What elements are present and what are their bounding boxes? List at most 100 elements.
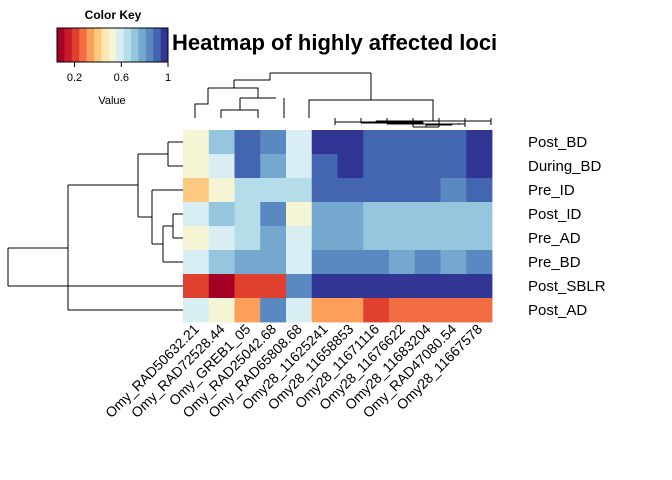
- heatmap-cell: [337, 250, 364, 275]
- heatmap-cell: [363, 226, 390, 251]
- heatmap-cell: [440, 178, 467, 203]
- color-key-ticks: 0.2 0.6 1: [67, 62, 171, 84]
- color-key-swatch: [57, 28, 65, 62]
- color-key-swatch: [123, 28, 132, 62]
- color-key-tick-label: 0.2: [67, 72, 82, 84]
- heatmap-cell: [337, 274, 364, 299]
- heatmap-cell: [311, 202, 338, 227]
- color-key-swatch: [86, 28, 95, 62]
- heatmap-cell: [260, 154, 287, 179]
- heatmap-cell: [337, 130, 364, 155]
- heatmap-cell: [466, 154, 493, 179]
- heatmap-cell: [466, 202, 493, 227]
- heatmap-cell: [208, 250, 235, 275]
- row-dendrogram-branches: [7, 141, 183, 311]
- heatmap-cell: [363, 154, 390, 179]
- heatmap-cell: [208, 202, 235, 227]
- heatmap-cell: [286, 178, 313, 203]
- heatmap-cell: [260, 178, 287, 203]
- heatmap-cell: [466, 298, 493, 323]
- row-label: During_BD: [528, 158, 602, 175]
- heatmap-cell: [260, 250, 287, 275]
- heatmap-cell: [311, 130, 338, 155]
- heatmap-cell: [208, 130, 235, 155]
- heatmap-cell: [414, 226, 441, 251]
- color-key-swatch: [79, 28, 87, 62]
- color-key-swatch: [131, 28, 139, 62]
- heatmap-cell: [440, 298, 467, 323]
- heatmap-cell: [414, 202, 441, 227]
- color-key-xlabel: Value: [98, 95, 125, 107]
- color-key-tick-label: 0.6: [114, 72, 129, 84]
- heatmap-cell: [260, 298, 287, 323]
- heatmap-cell: [286, 250, 313, 275]
- heatmap-cell: [286, 226, 313, 251]
- heatmap-cell: [363, 298, 390, 323]
- heatmap-cell: [183, 226, 210, 251]
- heatmap-cell: [389, 298, 416, 323]
- heatmap-cell: [311, 274, 338, 299]
- heatmap-cell: [440, 226, 467, 251]
- heatmap-cell: [466, 250, 493, 275]
- color-key-swatch: [94, 28, 102, 62]
- row-labels: Post_BD During_BD Pre_ID Post_ID Pre_AD Pre_B…: [528, 134, 606, 319]
- color-key-swatch: [64, 28, 73, 62]
- chart-title: Heatmap of highly affected loci: [172, 30, 497, 55]
- heatmap-cell: [183, 178, 210, 203]
- heatmap-cell: [414, 250, 441, 275]
- heatmap-cell: [363, 130, 390, 155]
- heatmap-cell: [260, 202, 287, 227]
- heatmap-cell: [440, 130, 467, 155]
- column-dendrogram: [194, 72, 492, 128]
- heatmap-cell: [389, 202, 416, 227]
- heatmap-cell: [389, 226, 416, 251]
- color-key-swatch: [160, 28, 169, 62]
- heatmap-cell: [286, 130, 313, 155]
- heatmap-cell: [414, 298, 441, 323]
- heatmap-cell: [286, 154, 313, 179]
- heatmap-cell: [311, 250, 338, 275]
- color-key-swatch: [71, 28, 80, 62]
- heatmap-cell: [234, 130, 261, 155]
- color-key-title: Color Key: [85, 8, 142, 22]
- heatmap-cell: [183, 202, 210, 227]
- color-key-swatch: [108, 28, 117, 62]
- heatmap-cell: [414, 274, 441, 299]
- heatmap-cell: [337, 154, 364, 179]
- color-key-swatch: [116, 28, 124, 62]
- heatmap-cell: [363, 202, 390, 227]
- heatmap-cell: [183, 298, 210, 323]
- heatmap-cell: [208, 178, 235, 203]
- heatmap-cell: [208, 226, 235, 251]
- heatmap-cell: [286, 202, 313, 227]
- color-key-swatch: [153, 28, 161, 62]
- heatmap-cell: [363, 250, 390, 275]
- heatmap-cell: [234, 298, 261, 323]
- heatmap-cell: [389, 130, 416, 155]
- heatmap-cell: [440, 202, 467, 227]
- heatmap-cell: [234, 178, 261, 203]
- heatmap-cell: [208, 298, 235, 323]
- heatmap-cell: [260, 274, 287, 299]
- heatmap-cell: [389, 274, 416, 299]
- heatmap-cell: [311, 298, 338, 323]
- row-label: Pre_ID: [528, 182, 575, 199]
- row-label: Post_AD: [528, 302, 587, 319]
- heatmap-cell: [440, 274, 467, 299]
- heatmap-cell: [440, 250, 467, 275]
- heatmap-cell: [363, 178, 390, 203]
- heatmap-cell: [234, 202, 261, 227]
- row-label: Post_BD: [528, 134, 587, 151]
- row-label: Pre_BD: [528, 254, 581, 271]
- heatmap-cell: [183, 250, 210, 275]
- heatmap-cell: [363, 274, 390, 299]
- color-key-swatches: [57, 28, 169, 62]
- heatmap-cell: [389, 250, 416, 275]
- heatmap-cell: [183, 154, 210, 179]
- heatmap-cell: [183, 274, 210, 299]
- heatmap-cell: [414, 154, 441, 179]
- heatmap-cell: [389, 178, 416, 203]
- color-key-swatch: [138, 28, 147, 62]
- heatmap-cell: [311, 154, 338, 179]
